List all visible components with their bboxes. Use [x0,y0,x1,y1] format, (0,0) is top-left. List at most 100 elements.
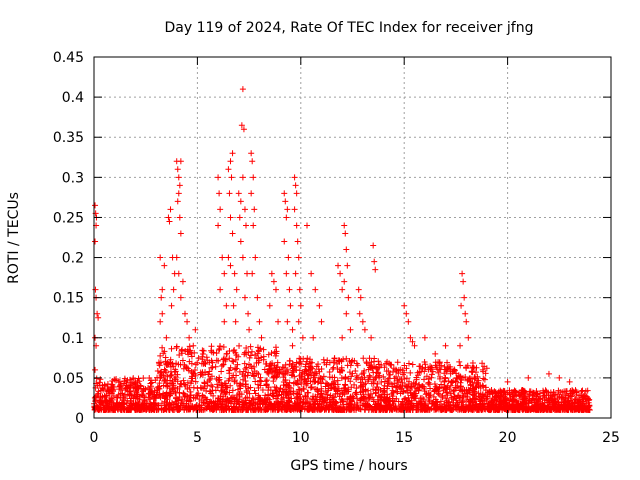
baseline-point [224,395,231,402]
baseline-point [215,347,222,354]
baseline-point [381,364,388,371]
baseline-point [207,388,214,395]
baseline-point [394,359,401,366]
baseline-point [281,386,288,393]
baseline-point [351,381,358,388]
baseline-point [556,406,563,413]
baseline-point [385,404,392,411]
baseline-point [472,369,479,376]
baseline-point [253,406,260,413]
baseline-point [405,360,412,367]
baseline-point [469,364,476,371]
baseline-point [246,400,253,407]
baseline-point [384,396,391,403]
baseline-point [227,382,234,389]
baseline-point [250,372,257,379]
baseline-point [360,381,367,388]
baseline-point [188,353,195,360]
baseline-point [255,348,262,355]
baseline-point [433,405,440,412]
baseline-point [270,364,277,371]
baseline-point [581,393,588,400]
baseline-point [178,380,185,387]
data-point [254,294,261,301]
baseline-point [96,379,103,386]
baseline-point [287,406,294,413]
baseline-point [172,368,179,375]
baseline-point [451,367,458,374]
data-point [341,222,348,229]
baseline-point [175,406,182,413]
baseline-point [444,392,451,399]
baseline-point [450,388,457,395]
baseline-point [324,399,331,406]
baseline-point [439,392,446,399]
baseline-point [456,374,463,381]
data-point [229,230,236,237]
baseline-point [124,397,131,404]
baseline-point [202,361,209,368]
baseline-point [373,404,380,411]
y-tick-label: 0.35 [53,130,84,146]
baseline-point [182,382,189,389]
axis-ticks: 0 0.05 0.1 0.15 0.2 0.25 0.3 0.35 0.4 0.45 0 5 10 15 2… [53,50,620,446]
baseline-point [269,392,276,399]
baseline-point [222,402,229,409]
baseline-point [354,395,361,402]
baseline-point [173,360,180,367]
baseline-point [352,368,359,375]
baseline-point [473,396,480,403]
baseline-point [109,390,116,397]
baseline-point [550,399,557,406]
baseline-point [441,363,448,370]
baseline-point [331,394,338,401]
y-tick-label: 0.15 [53,291,84,307]
data-points [91,86,593,413]
baseline-point [441,400,448,407]
baseline-point [132,381,139,388]
baseline-point [297,393,304,400]
baseline-point [283,368,290,375]
data-point [217,206,224,213]
baseline-point [162,367,169,374]
baseline-point [113,402,120,409]
baseline-point [361,367,368,374]
baseline-point [161,398,168,405]
data-point [504,378,511,385]
baseline-point [367,362,374,369]
baseline-point [220,343,227,350]
baseline-point [434,366,441,373]
baseline-point [275,392,282,399]
baseline-point [190,384,197,391]
baseline-point [228,394,235,401]
baseline-point [95,390,102,397]
baseline-point [456,358,463,365]
baseline-point [354,401,361,408]
baseline-point [457,373,464,380]
baseline-point [218,368,225,375]
baseline-point [132,394,139,401]
baseline-point [242,372,249,379]
data-point [284,206,291,213]
baseline-point [127,376,134,383]
baseline-point [301,376,308,383]
baseline-point [136,396,143,403]
baseline-point [521,396,528,403]
data-point [231,270,238,277]
baseline-point [421,358,428,365]
baseline-point [124,377,131,384]
baseline-point [208,405,215,412]
baseline-point [114,394,121,401]
baseline-point [393,373,400,380]
baseline-point [398,376,405,383]
baseline-point [525,393,532,400]
baseline-point [177,361,184,368]
y-tick-label: 0.05 [53,371,84,387]
baseline-point [214,384,221,391]
baseline-point [255,359,262,366]
baseline-point [229,374,236,381]
baseline-point [579,400,586,407]
baseline-point [396,405,403,412]
baseline-point [231,406,238,413]
baseline-point [295,404,302,411]
